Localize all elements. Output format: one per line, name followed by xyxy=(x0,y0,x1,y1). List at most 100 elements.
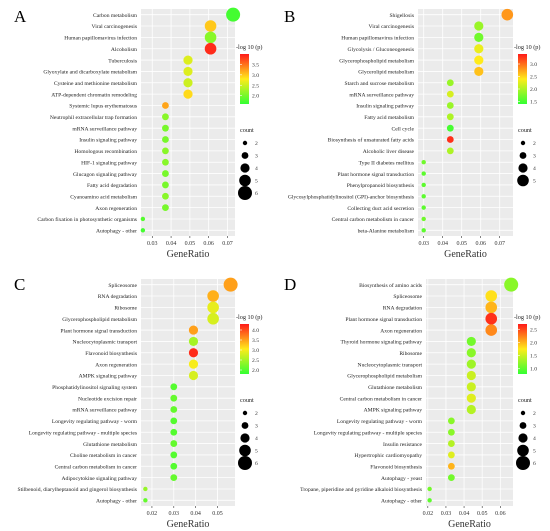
size-legend-dot xyxy=(239,174,251,187)
color-bar-tick-label: 3.0 xyxy=(530,62,537,68)
data-point xyxy=(140,216,146,222)
size-legend-label: 5 xyxy=(533,179,536,185)
data-point xyxy=(446,90,454,98)
term-label: Glutathione metabolism xyxy=(83,442,138,448)
term-label: Carbon metabolism xyxy=(93,13,138,19)
data-point xyxy=(447,428,455,436)
data-point xyxy=(162,192,169,200)
size-legend-dot xyxy=(242,140,248,146)
color-bar-tick-label: 1.0 xyxy=(530,367,537,373)
data-point xyxy=(466,393,476,403)
x-tick-label: 0.05 xyxy=(456,241,467,247)
data-point xyxy=(427,486,432,492)
size-legend-label: 5 xyxy=(255,449,258,455)
data-point xyxy=(207,290,219,302)
x-tick-label: 0.03 xyxy=(418,241,429,247)
panel-c: C Spliceosome RNA degradation Ribosome Glyce… xyxy=(14,275,262,530)
data-point xyxy=(170,394,178,402)
term-label: mRNA surveillance pathway xyxy=(72,126,137,132)
size-legend-label: 6 xyxy=(533,461,536,467)
size-legend-label: 2 xyxy=(533,411,536,417)
data-point xyxy=(143,486,148,492)
x-tick-label: 0.04 xyxy=(459,511,470,517)
term-label: Axon regeneration xyxy=(95,362,137,368)
data-point xyxy=(170,383,178,391)
data-point xyxy=(188,370,199,381)
term-label: Autophagy - yeast xyxy=(381,476,422,482)
term-label: Glycosylphosphatidylinositol (GPI)-ancho… xyxy=(288,193,414,200)
data-point xyxy=(485,301,498,314)
term-label: Type II diabetes mellitus xyxy=(359,160,414,166)
x-axis-label: GeneRatio xyxy=(167,519,210,530)
data-point xyxy=(162,204,169,212)
x-tick-label: 0.04 xyxy=(437,241,448,247)
panel-letter: A xyxy=(14,7,27,26)
size-legend-label: 2 xyxy=(533,141,536,147)
size-legend-label: 4 xyxy=(255,436,258,442)
data-point xyxy=(207,301,219,314)
data-point xyxy=(421,205,426,210)
size-legend-dot xyxy=(239,444,251,457)
term-label: Fatty acid degradation xyxy=(87,183,137,189)
term-label: Viral carcinogenesis xyxy=(369,24,414,30)
term-label: Phosphatidylinositol signaling system xyxy=(52,385,137,391)
size-legend-dot xyxy=(240,433,250,443)
term-label: Plant hormone signal transduction xyxy=(60,328,137,334)
data-point xyxy=(188,336,199,347)
size-legend-label: 6 xyxy=(255,461,258,467)
data-point xyxy=(207,312,219,325)
data-point xyxy=(162,113,169,121)
term-label: Glyoxylate and dicarboxylate metabolism xyxy=(43,70,137,76)
term-label: mRNA surveillance pathway xyxy=(72,408,137,414)
data-point xyxy=(170,428,178,436)
data-point xyxy=(446,124,454,132)
term-label: Adipocytokine signaling pathway xyxy=(61,476,137,482)
color-bar-tick-label: 4.0 xyxy=(252,328,259,334)
term-label: Longevity regulating pathway - multiple … xyxy=(314,430,422,436)
term-label: Nucleotide excision repair xyxy=(78,396,137,402)
color-bar-tick-label: 2.5 xyxy=(530,327,537,333)
x-tick-label: 0.02 xyxy=(147,511,158,517)
term-label: Shigellosis xyxy=(389,13,414,19)
x-tick-label: 0.05 xyxy=(477,511,488,517)
x-tick-label: 0.04 xyxy=(190,511,201,517)
term-label: Carbon fixation in photosynthetic organi… xyxy=(37,216,137,223)
color-bar-tick-label: 2.5 xyxy=(530,75,537,81)
data-point xyxy=(466,382,476,392)
term-label: Viral carcinogenesis xyxy=(92,24,137,30)
data-point xyxy=(446,102,454,109)
term-label: Flavonoid biosynthesis xyxy=(85,351,137,357)
data-point xyxy=(474,66,484,77)
data-point xyxy=(170,417,178,425)
term-label: Insulin signaling pathway xyxy=(356,104,414,110)
color-bar-tick-label: 3.5 xyxy=(252,338,259,344)
term-label: Ribosome xyxy=(114,306,137,312)
term-label: Glutathione metabolism xyxy=(368,385,423,391)
term-label: Human papillomavirus infection xyxy=(341,35,414,42)
term-label: Alcoholic liver disease xyxy=(363,149,415,155)
term-label: Autophagy - other xyxy=(96,499,137,505)
data-point xyxy=(183,78,193,88)
size-legend-label: 5 xyxy=(533,449,536,455)
term-label: AMPK signaling pathway xyxy=(79,374,138,380)
data-point xyxy=(162,147,169,155)
term-label: Glucagon signaling pathway xyxy=(73,172,137,178)
data-point xyxy=(485,324,498,336)
data-point xyxy=(223,277,238,292)
size-legend-dot xyxy=(241,422,249,429)
term-label: Human papillomavirus infection xyxy=(64,35,137,42)
panel-letter: D xyxy=(284,275,296,294)
size-legend-dot xyxy=(517,444,529,457)
term-label: Central carbon metabolism in cancer xyxy=(332,217,414,223)
data-point xyxy=(447,462,455,470)
data-point xyxy=(421,228,426,233)
size-legend-label: 3 xyxy=(255,154,258,160)
data-point xyxy=(162,170,169,177)
data-point xyxy=(226,7,241,22)
term-label: Systemic lupus erythematosus xyxy=(69,104,137,110)
size-legend-title: count xyxy=(518,397,532,404)
data-point xyxy=(188,325,199,335)
term-label: Alcoholism xyxy=(111,47,138,53)
data-point xyxy=(485,290,498,302)
